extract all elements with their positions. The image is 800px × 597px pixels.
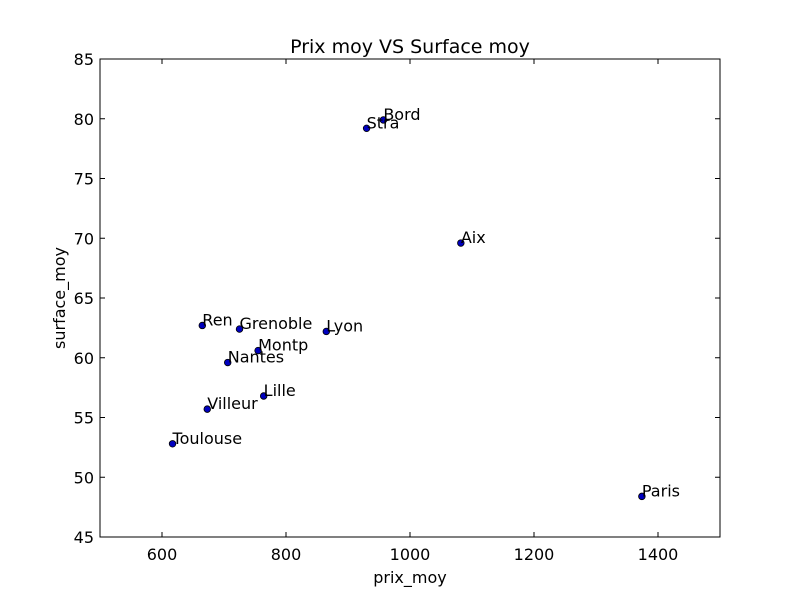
x-tick-label: 600 <box>147 545 178 564</box>
y-tick-label: 75 <box>74 170 94 189</box>
chart-title: Prix moy VS Surface moy <box>290 36 530 58</box>
x-tick-label: 800 <box>271 545 302 564</box>
point-label: Lille <box>264 381 296 400</box>
x-axis-label: prix_moy <box>373 568 447 588</box>
point-label: Nantes <box>228 348 284 367</box>
y-tick-label: 55 <box>74 409 94 428</box>
y-tick-label: 45 <box>74 528 94 547</box>
point-label: Paris <box>642 481 680 500</box>
y-tick-label: 80 <box>74 110 94 129</box>
point-label: Toulouse <box>172 429 243 448</box>
y-tick-label: 85 <box>74 50 94 69</box>
y-tick-label: 50 <box>74 468 94 487</box>
y-axis-label: surface_moy <box>50 247 70 349</box>
y-tick-label: 65 <box>74 289 94 308</box>
point-label: Stra <box>367 113 400 132</box>
y-tick-label: 70 <box>74 229 94 248</box>
y-tick-label: 60 <box>74 349 94 368</box>
x-tick-label: 1000 <box>390 545 431 564</box>
x-tick-label: 1400 <box>638 545 679 564</box>
point-label: Lyon <box>326 316 363 335</box>
plot-area-frame <box>100 59 720 537</box>
point-label: Aix <box>461 228 486 247</box>
point-label: Villeur <box>207 394 258 413</box>
x-tick-label: 1200 <box>514 545 555 564</box>
point-label: Ren <box>202 310 232 329</box>
point-label: Grenoble <box>240 314 313 333</box>
